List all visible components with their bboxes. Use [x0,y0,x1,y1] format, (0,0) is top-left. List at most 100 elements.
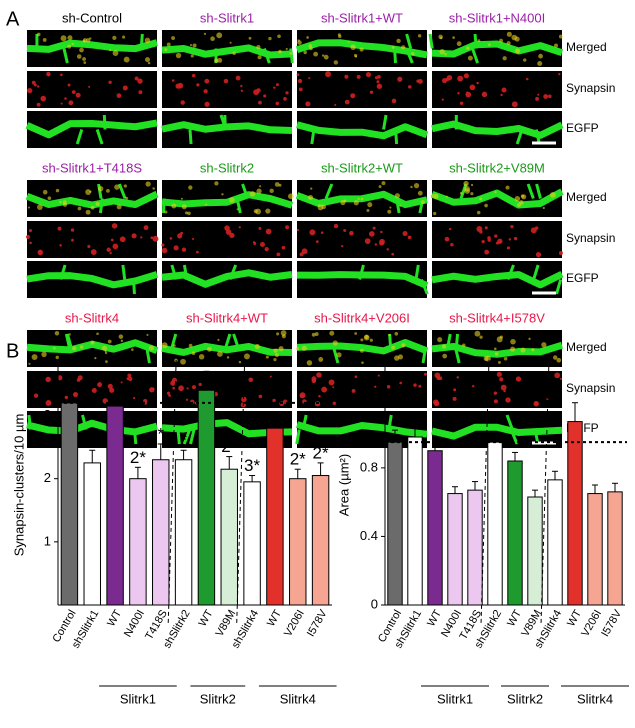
puncta [437,337,443,343]
puncta [272,398,276,403]
puncta [172,386,176,390]
puncta [31,354,38,361]
puncta [275,83,279,87]
puncta [499,335,503,339]
dendrite [25,190,159,209]
puncta [180,197,183,200]
puncta [180,358,186,365]
puncta [499,38,504,43]
puncta [45,400,52,406]
puncta [359,47,364,52]
puncta [344,74,349,79]
spine [388,333,393,349]
bar [447,493,463,606]
puncta [423,372,427,376]
bar [197,389,216,606]
puncta [71,90,76,95]
puncta [36,32,41,37]
puncta [277,34,281,39]
puncta [503,356,508,361]
puncta [46,71,51,77]
puncta [391,345,396,350]
puncta [67,83,71,87]
puncta [506,41,511,46]
puncta [344,99,350,105]
puncta [365,71,372,78]
puncta [466,91,469,94]
puncta [318,204,321,207]
spine [301,414,308,430]
puncta [506,246,511,250]
puncta [180,100,185,105]
puncta [523,58,527,62]
puncta [192,43,197,48]
puncta [530,227,537,234]
micrograph [297,221,427,258]
column-title: sh-Control [62,10,122,25]
puncta [438,34,443,40]
bar [129,478,147,606]
puncta [198,382,202,387]
puncta [171,36,176,41]
puncta [511,101,518,108]
bar [266,427,284,606]
significance: 2* [130,448,146,467]
column-title: sh-Slitrk2+WT [321,160,403,175]
puncta [285,47,288,51]
puncta [71,42,74,46]
puncta [204,101,210,107]
puncta [531,348,535,352]
spine [62,48,69,64]
puncta [351,389,356,393]
bar [174,459,193,606]
y-axis-label: Synapsin-clusters/10 µm [11,414,26,557]
y-tick-label: 3 [44,407,51,422]
puncta [535,96,540,101]
puncta [238,360,242,364]
bar [83,462,101,606]
puncta [258,394,263,399]
dendrite [161,191,294,209]
puncta [360,197,364,201]
puncta [328,379,335,386]
puncta [214,181,219,186]
puncta [196,83,200,87]
puncta [256,88,261,93]
group-label: Slitrk4 [577,691,613,706]
significance: 3* [244,456,260,475]
puncta [28,362,31,365]
puncta [120,381,123,384]
puncta [374,76,378,80]
y-tick-label: 0.4 [360,528,378,543]
spine [59,264,67,280]
puncta [552,355,558,360]
puncta [152,187,155,190]
puncta [297,39,300,42]
puncta [276,252,281,257]
puncta [289,52,293,55]
puncta [463,73,469,79]
dendrite [296,121,429,140]
puncta [441,98,444,101]
micrograph [432,221,562,258]
puncta [494,234,498,238]
puncta [122,85,128,91]
puncta [119,236,126,243]
spine [459,183,468,199]
puncta [192,237,195,240]
spine [64,333,72,349]
puncta [177,82,184,89]
group-label: Slitrk1 [437,691,473,706]
puncta [391,98,397,104]
puncta [333,223,339,229]
puncta [72,391,79,398]
significance: 2* [313,443,329,462]
puncta [506,31,512,37]
puncta [298,87,303,92]
puncta [37,204,43,210]
puncta [469,84,476,91]
spine [428,33,434,49]
puncta [378,185,382,189]
puncta [308,77,311,80]
puncta [470,192,474,196]
